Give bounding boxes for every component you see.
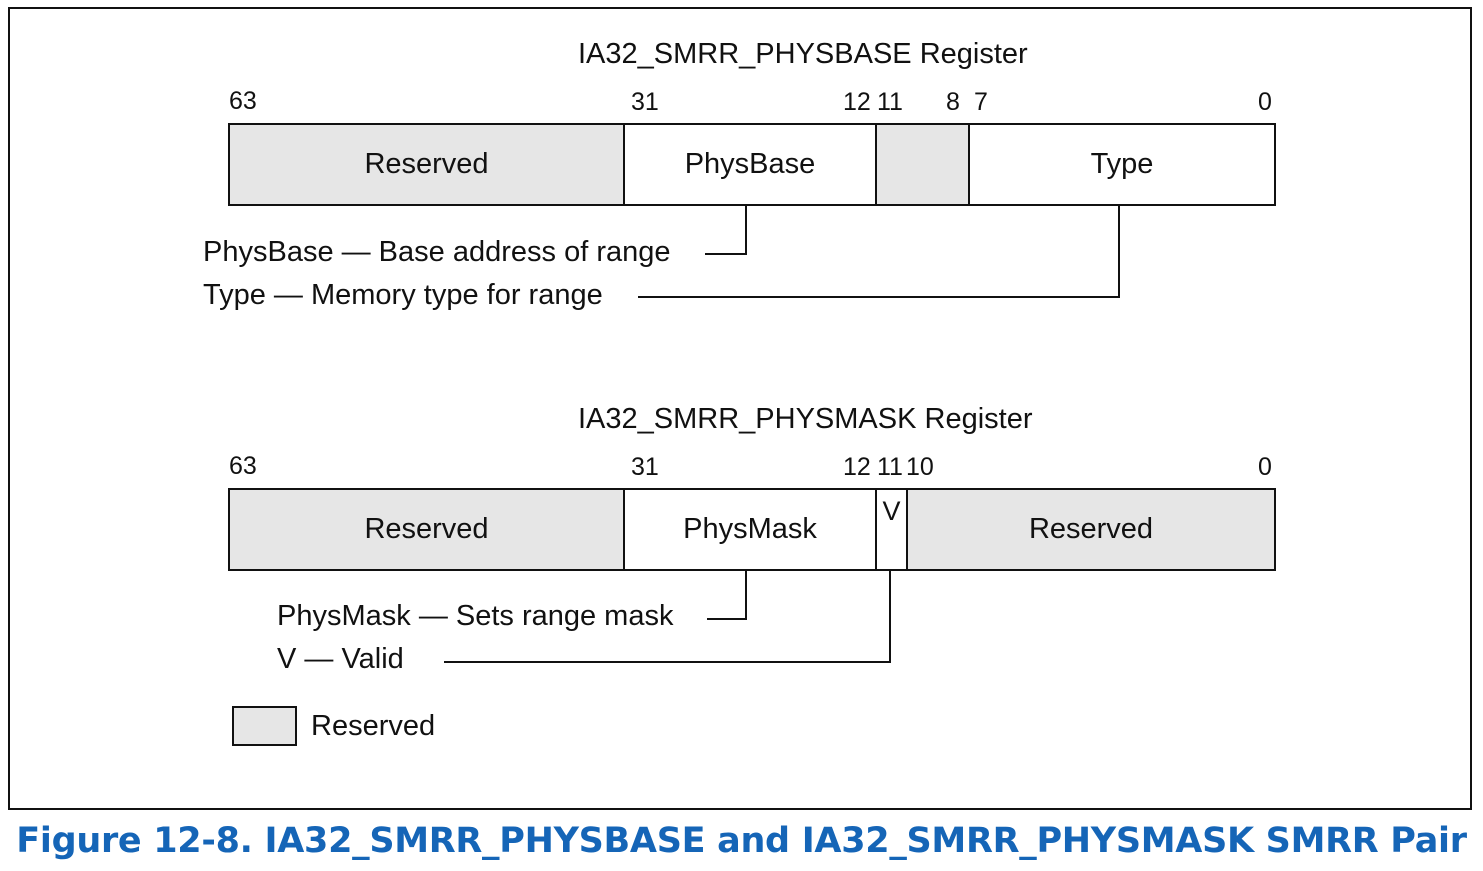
- physmask-bit-11: 11: [877, 453, 903, 481]
- valid-leader-vertical: [889, 570, 891, 663]
- physmask-bit-0: 0: [1258, 453, 1272, 481]
- physbase-bit-7: 7: [974, 88, 988, 116]
- physbase-field-physbase: PhysBase: [623, 123, 877, 206]
- valid-leader-horizontal: [444, 661, 891, 663]
- physmask-leader-vertical: [745, 570, 747, 620]
- figure-caption: Figure 12-8. IA32_SMRR_PHYSBASE and IA32…: [16, 821, 1467, 861]
- legend-reserved-label: Reserved: [311, 710, 436, 742]
- valid-description: V — Valid: [277, 643, 404, 675]
- physbase-bit-0: 0: [1258, 88, 1272, 116]
- physbase-bit-11: 11: [877, 88, 903, 116]
- physmask-register-title: IA32_SMRR_PHYSMASK Register: [578, 403, 1033, 435]
- legend-reserved-swatch: [232, 706, 297, 746]
- physbase-description: PhysBase — Base address of range: [203, 236, 671, 268]
- physbase-bit-63: 63: [229, 87, 257, 115]
- type-description: Type — Memory type for range: [203, 279, 603, 311]
- physbase-bit-12: 12: [843, 88, 871, 116]
- type-leader-vertical: [1118, 205, 1120, 298]
- physmask-bit-10: 10: [906, 453, 934, 481]
- physmask-field-physmask: PhysMask: [623, 488, 877, 571]
- physmask-field-reserved-high: Reserved: [228, 488, 625, 571]
- physbase-field-reserved-11-8: [875, 123, 970, 206]
- physbase-field-type: Type: [968, 123, 1276, 206]
- physmask-bit-12: 12: [843, 453, 871, 481]
- physmask-field-valid: V: [875, 488, 908, 571]
- physbase-bit-31: 31: [631, 88, 659, 116]
- type-leader-horizontal: [638, 296, 1120, 298]
- physbase-bit-8: 8: [946, 88, 960, 116]
- physmask-field-reserved-low: Reserved: [906, 488, 1276, 571]
- physbase-register-title: IA32_SMRR_PHYSBASE Register: [578, 38, 1028, 70]
- physbase-leader-horizontal: [705, 253, 747, 255]
- figure-frame: [8, 7, 1472, 810]
- physmask-leader-horizontal: [707, 618, 747, 620]
- physmask-bit-31: 31: [631, 453, 659, 481]
- physbase-field-reserved: Reserved: [228, 123, 625, 206]
- physmask-description: PhysMask — Sets range mask: [277, 600, 674, 632]
- physbase-leader-vertical: [745, 205, 747, 255]
- physmask-bit-63: 63: [229, 452, 257, 480]
